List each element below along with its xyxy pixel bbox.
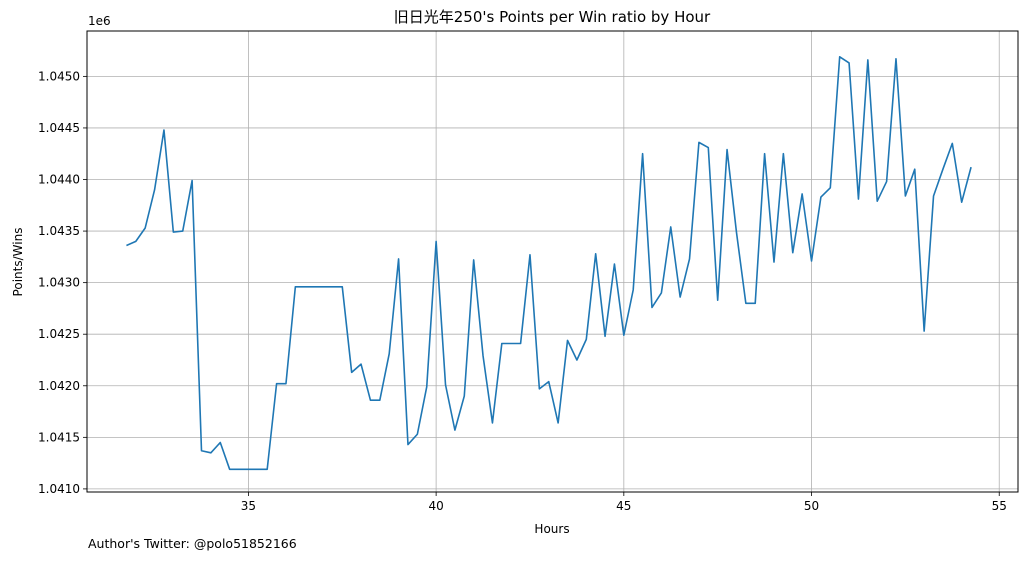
y-tick-label: 1.0420 xyxy=(38,379,80,393)
y-tick-label: 1.0450 xyxy=(38,69,80,83)
y-tick-label: 1.0435 xyxy=(38,224,80,238)
y-tick-label: 1.0445 xyxy=(38,121,80,135)
x-tick-label: 55 xyxy=(992,499,1007,513)
y-tick-label: 1.0415 xyxy=(38,430,80,444)
y-tick-label: 1.0425 xyxy=(38,327,80,341)
x-tick-label: 45 xyxy=(616,499,631,513)
x-tick-label: 50 xyxy=(804,499,819,513)
plot-frame xyxy=(86,30,1019,493)
y-offset-label: 1e6 xyxy=(88,14,111,28)
y-tick-label: 1.0430 xyxy=(38,276,80,290)
author-footnote: Author's Twitter: @polo51852166 xyxy=(88,536,297,551)
plot-area xyxy=(87,31,1018,492)
y-axis-ticks: 1.0410 1.0415 1.0420 1.0425 1.0430 1.0435 1.04… xyxy=(38,69,87,496)
y-axis-label: Points/Wins xyxy=(11,228,25,297)
y-tick-label: 1.0410 xyxy=(38,482,80,496)
chart-title: 旧日光年250's Points per Win ratio by Hour xyxy=(394,8,711,26)
y-tick-label: 1.0440 xyxy=(38,173,80,187)
x-tick-label: 40 xyxy=(428,499,443,513)
x-tick-label: 35 xyxy=(241,499,256,513)
x-axis-label: Hours xyxy=(534,522,569,536)
series-line xyxy=(126,55,972,471)
x-axis-ticks: 35 40 45 50 55 xyxy=(241,492,1007,513)
